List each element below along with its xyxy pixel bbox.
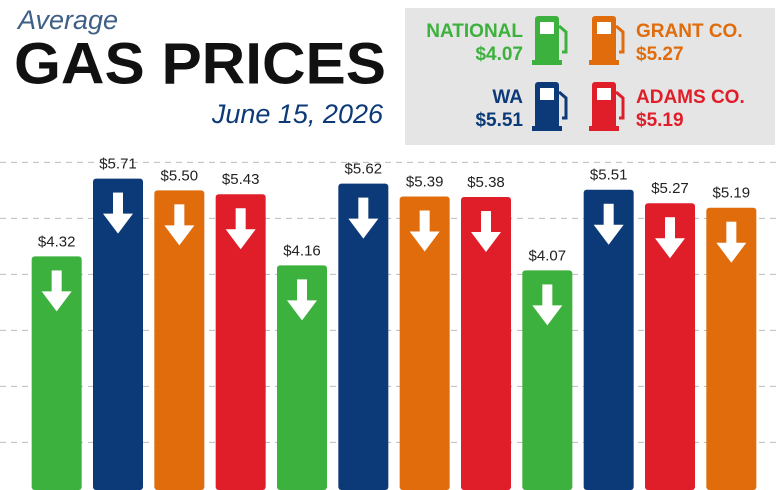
bar: [706, 207, 757, 490]
bar: [338, 183, 389, 490]
arrow-shaft: [419, 210, 430, 233]
legend-name: NATIONAL: [426, 21, 523, 42]
pump-window: [540, 22, 554, 34]
arrow-head: [287, 300, 317, 321]
legend-value: $4.07: [475, 44, 523, 65]
bar: [93, 178, 143, 490]
title-small: Average: [16, 5, 118, 35]
value-label: $5.71: [99, 156, 137, 173]
arrow-head: [716, 242, 747, 263]
bar: [583, 189, 634, 490]
arrow-head: [532, 305, 563, 326]
bar: [461, 197, 511, 490]
pump-window: [540, 88, 554, 100]
pump-base: [532, 126, 562, 131]
value-label: $5.43: [222, 171, 260, 188]
bar: [399, 196, 450, 490]
legend-name: ADAMS CO.: [636, 87, 745, 108]
value-label: $4.32: [38, 233, 76, 250]
arrow-shaft: [665, 217, 675, 240]
arrow-shaft: [603, 203, 614, 226]
value-label: $5.19: [713, 185, 751, 202]
arrow-head: [348, 218, 379, 239]
arrow-head: [471, 232, 501, 253]
value-label: $5.38: [467, 174, 505, 191]
value-label: $5.39: [406, 173, 444, 190]
arrow-shaft: [542, 284, 553, 307]
pump-base: [589, 126, 619, 131]
legend-box: [405, 8, 775, 145]
arrow-shaft: [726, 221, 737, 244]
value-label: $5.51: [590, 167, 628, 184]
arrow-shaft: [113, 192, 123, 215]
legend-name: WA: [492, 87, 523, 108]
pump-base: [532, 60, 562, 65]
pump-hose: [615, 90, 625, 120]
arrow-shaft: [235, 208, 246, 231]
bar: [154, 190, 205, 490]
legend-value: $5.27: [636, 44, 684, 65]
pump-window: [597, 22, 611, 34]
pump-hose: [615, 24, 625, 54]
pump-window: [597, 88, 611, 100]
bar: [31, 256, 82, 490]
pump-hose: [558, 24, 568, 54]
legend-value: $5.51: [475, 110, 523, 131]
arrow-shaft: [297, 279, 307, 302]
value-label: $5.27: [651, 180, 689, 197]
pump-base: [589, 60, 619, 65]
arrow-shaft: [481, 211, 491, 234]
arrow-shaft: [358, 197, 369, 220]
arrow-head: [41, 291, 72, 312]
arrow-head: [225, 229, 256, 250]
chart-title: GAS PRICES: [14, 31, 386, 96]
legend-value: $5.19: [636, 110, 684, 131]
bar: [277, 265, 327, 490]
arrow-shaft: [51, 270, 62, 293]
value-label: $5.50: [161, 167, 199, 184]
value-label: $4.07: [529, 247, 567, 264]
arrow-shaft: [174, 204, 185, 227]
bar: [522, 270, 573, 490]
bar: [215, 194, 266, 490]
arrow-head: [593, 224, 624, 245]
arrow-head: [409, 231, 440, 252]
arrow-head: [655, 238, 685, 259]
arrow-head: [164, 225, 195, 246]
bar: [645, 203, 695, 490]
arrow-head: [103, 213, 133, 234]
legend-name: GRANT CO.: [636, 21, 743, 42]
value-label: $5.62: [345, 161, 383, 178]
chart-subtitle: June 15, 2026: [211, 99, 384, 129]
pump-hose: [558, 90, 568, 120]
value-label: $4.16: [283, 242, 321, 259]
